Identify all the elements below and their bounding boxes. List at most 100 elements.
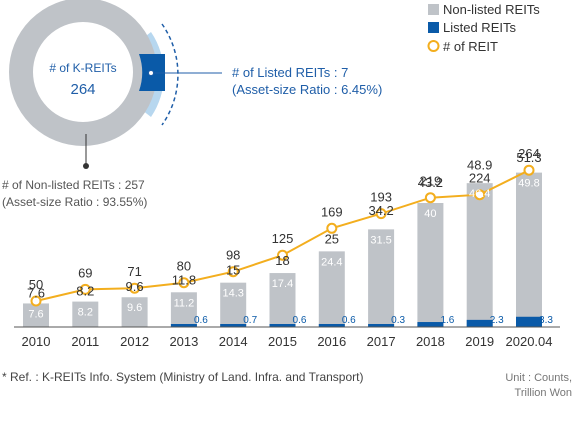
bar-non-listed-2014 — [220, 282, 247, 327]
x-tick-2020.04: 2020.04 — [506, 334, 553, 349]
value-label-listed-2016: 0.6 — [342, 315, 356, 326]
listed-callout-ratio: (Asset-size Ratio : 6.45%) — [232, 82, 382, 97]
unit-note-line2: Trillion Won — [515, 387, 572, 399]
value-label-count-2019: 224 — [469, 171, 491, 186]
value-label-count-2020.04: 264 — [518, 146, 540, 161]
value-label-count-2012: 71 — [127, 264, 141, 279]
value-label-non-listed-2012: 9.6 — [127, 302, 142, 314]
line-count-point-2015 — [277, 249, 288, 261]
line-count-point-2020.04 — [523, 164, 535, 176]
value-label-total-2014: 15 — [226, 263, 240, 278]
value-label-total-2020.04: 51.3 — [516, 150, 541, 165]
value-label-non-listed-2014: 14.3 — [222, 288, 243, 300]
line-series — [30, 164, 535, 307]
value-label-count-2018: 219 — [420, 174, 442, 189]
listed-callout-dot — [148, 70, 154, 76]
bar-non-listed-2015 — [269, 273, 296, 327]
value-label-non-listed-2019: 46.4 — [469, 188, 490, 200]
line-count-point-2018 — [424, 192, 436, 204]
value-label-count-2013: 80 — [177, 259, 191, 274]
bar-listed-2020.04 — [516, 316, 542, 327]
value-label-listed-2015: 0.6 — [293, 315, 307, 326]
value-label-count-2014: 98 — [226, 248, 240, 263]
bar-listed-2013 — [170, 324, 197, 327]
bar-non-listed-2017 — [368, 229, 395, 327]
bar-listed-2018 — [417, 322, 444, 327]
value-label-total-2011: 8.2 — [76, 284, 94, 299]
bar-listed-2015 — [269, 324, 296, 327]
legend-swatch-non-listed — [428, 4, 439, 15]
bar-non-listed-2018 — [417, 203, 444, 327]
footnote-ref: * Ref. : K-REITs Info. System (Ministry … — [2, 370, 363, 384]
line-count-point-2011 — [79, 283, 91, 295]
value-label-non-listed-2020.04: 49.8 — [518, 178, 539, 190]
line-count-point-2012 — [129, 282, 141, 294]
donut-center-value: 264 — [70, 81, 95, 98]
line-count-point-2016 — [326, 222, 338, 234]
value-label-listed-2020.04: 3.3 — [539, 315, 553, 326]
value-label-listed-2018: 1.6 — [440, 315, 454, 326]
value-label-listed-2014: 0.7 — [243, 315, 257, 326]
bar-non-listed-2016 — [318, 251, 345, 327]
non-listed-callout-ratio: (Asset-size Ratio : 93.55%) — [2, 195, 147, 209]
bar-listed-2017 — [368, 324, 395, 327]
line-count-point-2013 — [178, 277, 190, 289]
bar-non-listed-2011 — [72, 301, 99, 327]
value-label-total-2015: 18 — [275, 253, 289, 268]
value-label-total-2018: 43.2 — [418, 175, 443, 190]
value-label-count-2016: 169 — [321, 204, 343, 219]
bar-non-listed-2020.04 — [516, 172, 542, 327]
x-tick-2019: 2019 — [465, 334, 494, 349]
x-axis-tick-labels: 2010 2011 2012 2013 2014 2015 2016 2017 2018 2019… — [22, 334, 553, 349]
x-tick-2012: 2012 — [120, 334, 149, 349]
value-label-total-2017: 34.2 — [368, 203, 393, 218]
line-count-point-2017 — [375, 208, 387, 220]
x-tick-2018: 2018 — [416, 334, 445, 349]
non-listed-callout-title: # of Non-listed REITs : 257 — [2, 178, 145, 192]
bar-series — [23, 172, 542, 327]
value-label-count-2011: 69 — [78, 265, 92, 280]
value-label-count-2015: 125 — [272, 231, 294, 246]
legend-label-count: # of REIT — [443, 39, 498, 54]
x-tick-2013: 2013 — [169, 334, 198, 349]
donut-dashed-arc — [161, 23, 179, 126]
value-label-non-listed-2013: 11.2 — [174, 297, 195, 309]
bar-non-listed-2012 — [121, 297, 148, 327]
value-label-non-listed-2016: 24.4 — [321, 256, 342, 268]
value-label-total-2019: 48.9 — [467, 157, 492, 172]
x-tick-2014: 2014 — [219, 334, 248, 349]
non-listed-callout-dot — [83, 163, 89, 169]
legend-swatch-listed — [428, 22, 439, 33]
x-tick-2017: 2017 — [367, 334, 396, 349]
value-label-count-2010: 50 — [29, 277, 43, 292]
listed-callout-title: # of Listed REITs : 7 — [232, 65, 348, 80]
x-tick-2011: 2011 — [71, 334, 99, 349]
bar-non-listed-2010 — [23, 303, 49, 327]
value-label-count-2017: 193 — [370, 190, 392, 205]
value-label-listed-2013: 0.6 — [194, 315, 208, 326]
bar-non-listed-2019 — [466, 183, 493, 327]
value-label-non-listed-2011: 8.2 — [78, 307, 93, 319]
legend-label-listed: Listed REITs — [443, 20, 516, 35]
value-label-total-2016: 25 — [325, 232, 339, 247]
value-label-listed-2019: 2.3 — [490, 315, 504, 326]
value-label-total-2013: 11.8 — [172, 272, 196, 287]
x-tick-2016: 2016 — [317, 334, 346, 349]
unit-note-line1: Unit : Counts, — [505, 372, 572, 384]
donut-center-label: # of K-REITs — [49, 61, 116, 75]
value-label-total-2012: 9.6 — [126, 279, 144, 294]
value-label-total-2010: 7.6 — [27, 285, 45, 300]
legend-swatch-count — [427, 40, 440, 52]
x-tick-2010: 2010 — [22, 334, 51, 349]
line-count-point-2014 — [227, 266, 239, 278]
donut-hole — [39, 28, 127, 116]
value-label-listed-2017: 0.3 — [391, 315, 405, 326]
bar-listed-2019 — [466, 319, 493, 327]
donut-chart: # of K-REITs 264 # of Listed REITs : 7 (… — [2, 0, 382, 209]
x-tick-2015: 2015 — [268, 334, 297, 349]
legend-label-non-listed: Non-listed REITs — [443, 2, 540, 17]
line-count-point-2019 — [474, 189, 486, 201]
value-label-non-listed-2015: 17.4 — [272, 278, 293, 290]
legend: Non-listed REITs Listed REITs # of REIT — [427, 2, 540, 54]
